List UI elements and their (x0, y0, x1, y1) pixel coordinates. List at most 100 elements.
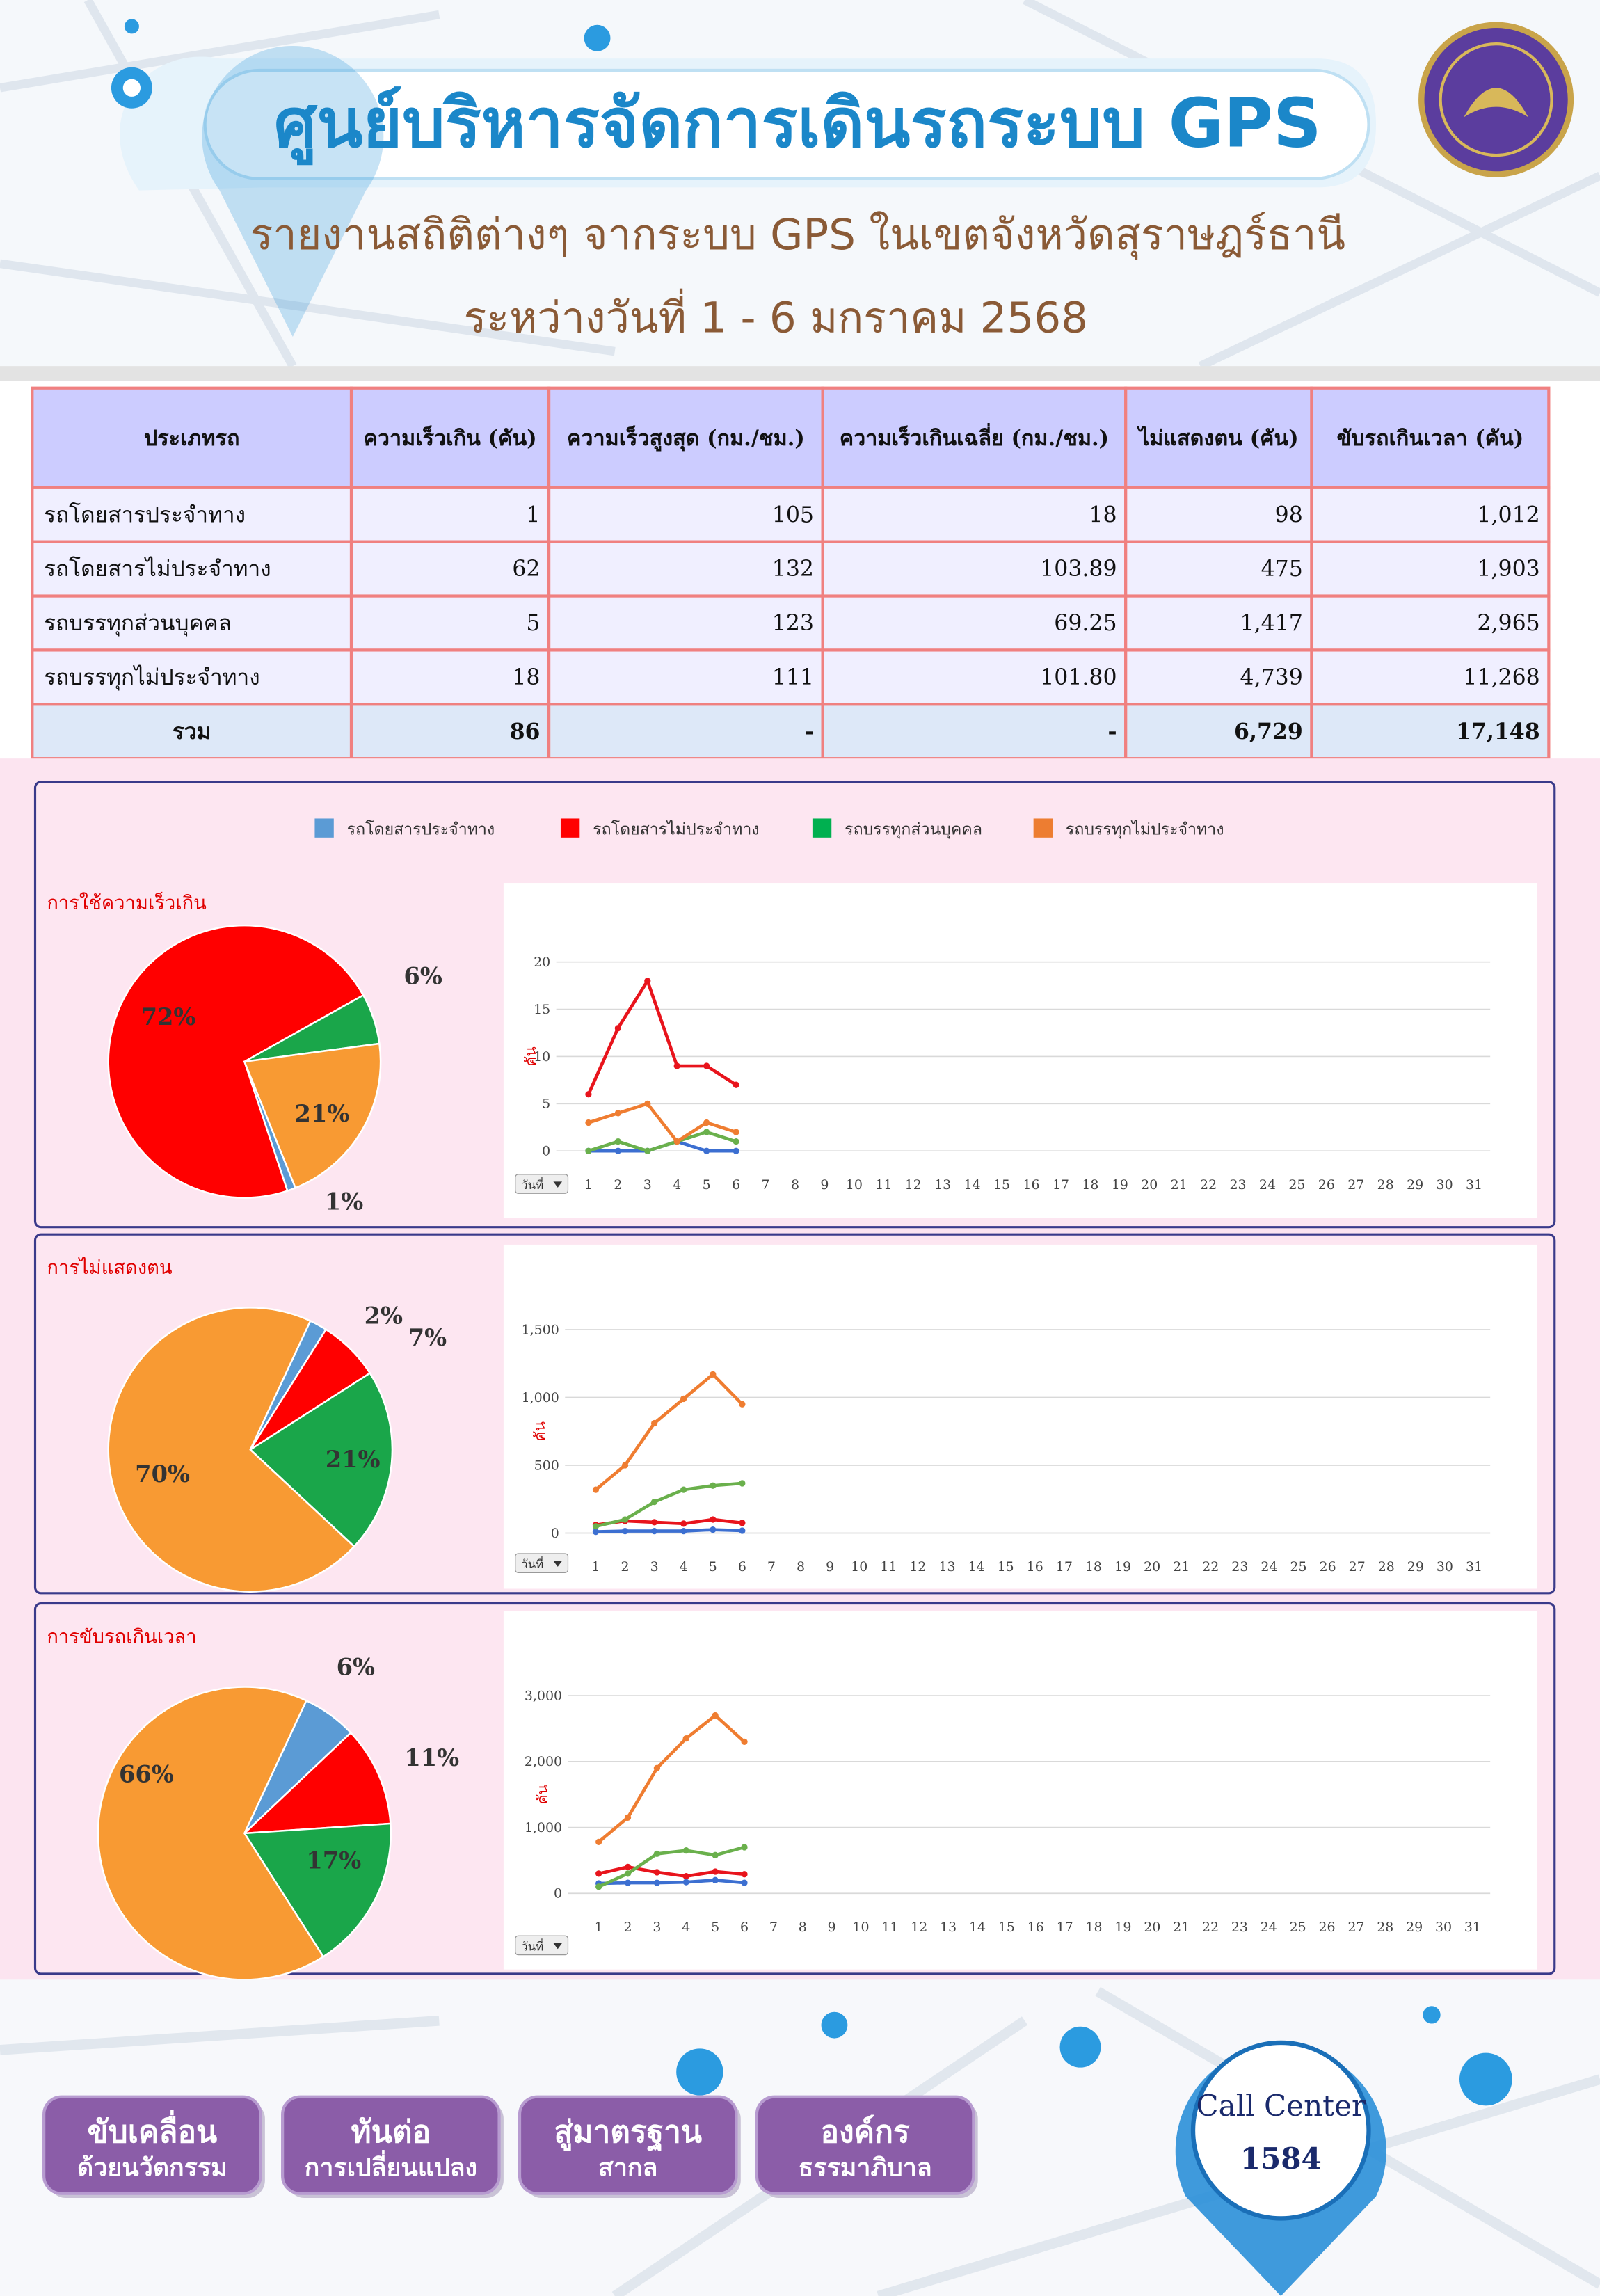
table-text: 18 (1089, 502, 1117, 527)
y-axis-label: คัน (534, 1785, 551, 1804)
table-cell (31, 486, 353, 543)
series-point (650, 1527, 658, 1535)
x-tick-label: 3 (643, 1177, 652, 1193)
series-point (585, 1147, 592, 1154)
x-tick-label: 10 (846, 1177, 863, 1193)
table-header: ไม่แสดงตน (คัน) (1137, 426, 1299, 451)
x-tick-label: 18 (1085, 1920, 1102, 1935)
series-point (621, 1516, 629, 1523)
table-text: 5 (526, 611, 540, 636)
series-point (644, 978, 651, 984)
pie-label: 1% (325, 1187, 363, 1215)
pie-label: 66% (119, 1760, 174, 1787)
series-point (710, 1482, 717, 1489)
series-point (650, 1419, 658, 1427)
table-cell (349, 594, 551, 652)
subtitle: รายงานสถิติต่างๆ จากระบบ GPS ในเขตจังหวั… (250, 210, 1345, 260)
y-axis-label: คัน (531, 1421, 548, 1441)
x-tick-label: 22 (1202, 1920, 1219, 1935)
series-point (614, 1147, 621, 1154)
pie-label: 17% (306, 1846, 361, 1874)
series-point (682, 1847, 689, 1854)
pie-slice (107, 1307, 355, 1593)
series-line (595, 1481, 743, 1529)
x-tick-label: 7 (767, 1559, 776, 1574)
series-point (710, 1526, 717, 1533)
series-point (585, 1091, 592, 1098)
pie-label: 21% (326, 1445, 381, 1473)
series-point (624, 1879, 632, 1886)
series-point (733, 1147, 739, 1154)
series-line (598, 1878, 745, 1886)
x-tick-label: 6 (732, 1177, 740, 1193)
table-text: 103.89 (1040, 557, 1117, 582)
series-point (712, 1851, 719, 1858)
pie-slice (107, 924, 365, 1199)
series-point (595, 1870, 602, 1877)
series-point (653, 1850, 661, 1858)
table-text: 1,903 (1477, 557, 1539, 582)
y-tick-label: 5 (542, 1097, 550, 1112)
table-text: 6,729 (1234, 719, 1303, 744)
series-point (682, 1872, 689, 1880)
x-tick-label: 17 (1057, 1920, 1073, 1935)
button-line2: สากล (598, 2153, 657, 2182)
footer: ขับเคลื่อนด้วยนวัตกรรม ทันต่อการเปลี่ยนแป… (42, 2040, 1386, 2296)
series-point (703, 1119, 710, 1126)
series-point (614, 1138, 621, 1145)
series-point (680, 1395, 687, 1403)
pie-slice (243, 1042, 382, 1189)
x-tick-label: 25 (1290, 1920, 1306, 1935)
y-tick-label: 1,500 (522, 1322, 559, 1337)
x-tick-label: 11 (880, 1559, 897, 1574)
x-tick-label: 18 (1085, 1559, 1102, 1574)
x-tick-label: 4 (680, 1559, 688, 1574)
series-point (650, 1519, 658, 1526)
table-cell (349, 540, 551, 598)
pie-label: 72% (141, 1003, 196, 1030)
x-tick-label: 9 (826, 1559, 834, 1574)
x-tick-label: 3 (650, 1559, 659, 1574)
table-cell (547, 703, 824, 760)
series-point (644, 1100, 651, 1107)
plot-area (503, 1244, 1537, 1589)
series-point (592, 1528, 600, 1536)
table-cell (547, 648, 824, 706)
call-circle (1190, 2040, 1371, 2221)
table-cell (821, 703, 1128, 760)
series-point (650, 1499, 658, 1506)
x-tick-label: 2 (621, 1559, 630, 1574)
series-point (621, 1462, 629, 1469)
y-tick-label: 20 (534, 955, 550, 970)
chart-title: การขับรถเกินเวลา (47, 1626, 196, 1648)
call-center: Call Center (1196, 2089, 1366, 2123)
x-tick-label: 14 (969, 1920, 986, 1935)
x-dropdown-label: วันที่ (521, 1177, 543, 1192)
series-point (682, 1879, 689, 1886)
y-axis-label: คัน (522, 1046, 539, 1066)
series-point (682, 1735, 689, 1742)
x-tick-label: 17 (1056, 1559, 1073, 1574)
table-cell (1310, 386, 1551, 489)
x-tick-label: 23 (1231, 1559, 1248, 1574)
legend-label: รถบรรทุกส่วนบุคคล (845, 821, 982, 839)
button-line2: การเปลี่ยนแปลง (305, 2149, 477, 2182)
table-text: 98 (1275, 502, 1303, 527)
series-line (598, 1845, 745, 1888)
x-tick-label: 14 (964, 1177, 981, 1193)
x-tick-label: 26 (1318, 1920, 1335, 1935)
table-text: 111 (772, 665, 814, 690)
table-text: รถโดยสารไม่ประจำทาง (44, 556, 271, 582)
period: ระหว่างวันที่ 1 - 6 มกราคม 2568 (464, 289, 1088, 343)
x-tick-label: 9 (828, 1920, 836, 1935)
series-point (653, 1764, 661, 1771)
x-tick-label: 22 (1202, 1559, 1219, 1574)
x-tick-label: 19 (1114, 1559, 1131, 1574)
table-cell (1124, 648, 1313, 706)
x-tick-label: 23 (1229, 1177, 1246, 1193)
x-tick-label: 1 (591, 1559, 600, 1574)
x-tick-label: 24 (1261, 1559, 1277, 1574)
y-tick-label: 15 (534, 1002, 550, 1017)
series-point (710, 1516, 717, 1523)
series-line (598, 1713, 746, 1844)
